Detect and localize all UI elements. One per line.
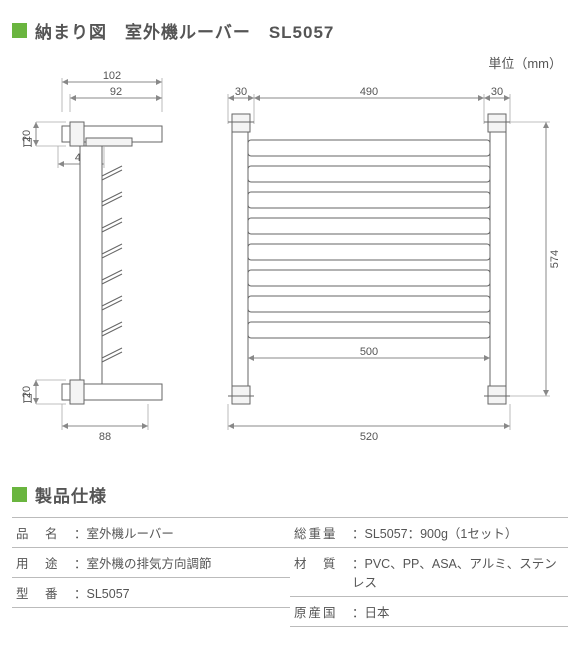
spec-square-icon: [12, 487, 27, 502]
spec-value: ：SL5057：900g（1セット）: [352, 523, 564, 542]
spec-title: 製品仕様: [35, 482, 107, 507]
spec-label: 総重量: [294, 523, 352, 542]
title-square-icon: [12, 23, 27, 38]
diagram-svg: 102 92 20 口 47: [12, 68, 568, 468]
side-view: 102 92 20 口 47: [21, 70, 162, 443]
spec-col-left: 品 名 ：室外機ルーバー 用 途 ：室外機の排気方向調節 型 番 ：SL5057: [12, 518, 290, 627]
spec-label: 型 番: [16, 583, 74, 602]
dim-490: 490: [360, 86, 378, 98]
diagram-area: 102 92 20 口 47: [12, 68, 568, 468]
spec-section: 製品仕様 品 名 ：室外機ルーバー 用 途 ：室外機の排気方向調節 型 番 ：S…: [12, 482, 568, 627]
dim-500: 500: [360, 346, 378, 358]
dim-102: 102: [103, 70, 121, 82]
front-view: 30 490 30 500: [228, 86, 561, 443]
square-mark-top: 口: [22, 137, 33, 149]
square-mark-bot: 口: [22, 393, 33, 405]
spec-table: 品 名 ：室外機ルーバー 用 途 ：室外機の排気方向調節 型 番 ：SL5057…: [12, 517, 568, 627]
spec-label: 材 質: [294, 553, 352, 591]
spec-title-row: 製品仕様: [12, 482, 568, 507]
diagram-title-row: 納まり図 室外機ルーバー SL5057: [12, 18, 568, 43]
dim-30-l: 30: [235, 86, 247, 98]
spec-row: 用 途 ：室外機の排気方向調節: [12, 548, 290, 578]
dim-574: 574: [549, 250, 561, 268]
spec-col-right: 総重量 ：SL5057：900g（1セット） 材 質 ：PVC、PP、ASA、ア…: [290, 518, 568, 627]
spec-row: 品 名 ：室外機ルーバー: [12, 518, 290, 548]
spec-label: 原産国: [294, 602, 352, 621]
side-fins: [102, 166, 122, 362]
spec-row: 原産国 ：日本: [290, 597, 568, 627]
spec-value: ：室外機の排気方向調節: [74, 553, 286, 572]
dim-30-r: 30: [491, 86, 503, 98]
diagram-title: 納まり図 室外機ルーバー SL5057: [35, 18, 334, 43]
spec-value: ：日本: [352, 602, 564, 621]
spec-row: 材 質 ：PVC、PP、ASA、アルミ、ステンレス: [290, 548, 568, 597]
spec-value: ：SL5057: [74, 583, 286, 602]
dim-92: 92: [110, 86, 122, 98]
dim-520: 520: [360, 431, 378, 443]
spec-label: 品 名: [16, 523, 74, 542]
spec-row: 型 番 ：SL5057: [12, 578, 290, 608]
spec-value: ：室外機ルーバー: [74, 523, 286, 542]
spec-label: 用 途: [16, 553, 74, 572]
front-slats: [248, 140, 490, 338]
spec-value: ：PVC、PP、ASA、アルミ、ステンレス: [352, 553, 564, 591]
dim-88: 88: [99, 431, 111, 443]
spec-row: 総重量 ：SL5057：900g（1セット）: [290, 518, 568, 548]
